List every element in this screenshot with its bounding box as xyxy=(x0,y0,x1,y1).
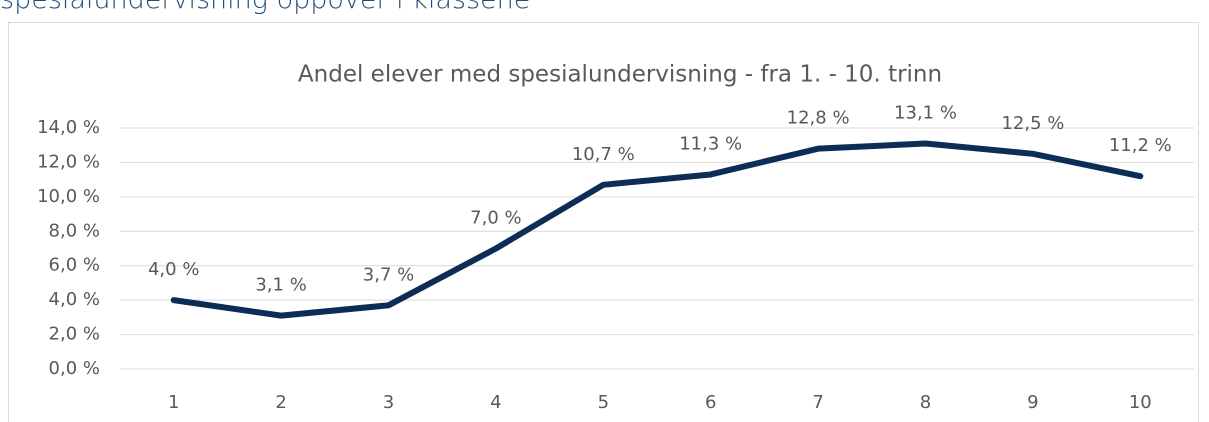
x-tick-label: 2 xyxy=(275,392,286,413)
heading: spesialundervisning oppover i klassene xyxy=(0,0,530,15)
data-label: 11,3 % xyxy=(679,133,742,154)
y-tick-label: 10,0 % xyxy=(37,186,100,207)
y-tick-label: 4,0 % xyxy=(49,289,100,310)
x-tick-label: 1 xyxy=(168,392,179,413)
x-tick-label: 10 xyxy=(1129,392,1152,413)
data-label: 3,7 % xyxy=(363,264,414,285)
data-label: 10,7 % xyxy=(572,144,635,165)
x-tick-label: 8 xyxy=(920,392,931,413)
data-label: 4,0 % xyxy=(148,259,199,280)
data-label: 11,2 % xyxy=(1109,135,1172,156)
x-tick-label: 4 xyxy=(490,392,501,413)
y-tick-label: 8,0 % xyxy=(49,220,100,241)
x-tick-label: 5 xyxy=(598,392,609,413)
y-tick-label: 6,0 % xyxy=(49,255,100,276)
chart-title: Andel elever med spesialundervisning - f… xyxy=(298,62,942,88)
x-tick-label: 7 xyxy=(812,392,823,413)
data-label: 7,0 % xyxy=(470,208,521,229)
y-tick-label: 2,0 % xyxy=(49,324,100,345)
data-label: 12,8 % xyxy=(787,108,850,129)
data-label: 13,1 % xyxy=(894,102,957,123)
y-tick-label: 0,0 % xyxy=(49,358,100,379)
data-label: 12,5 % xyxy=(1001,113,1064,134)
data-label: 3,1 % xyxy=(255,275,306,296)
y-tick-label: 14,0 % xyxy=(37,117,100,138)
y-tick-label: 12,0 % xyxy=(37,151,100,172)
x-tick-label: 6 xyxy=(705,392,716,413)
x-tick-label: 3 xyxy=(383,392,394,413)
chart-border xyxy=(8,22,1199,422)
line xyxy=(170,140,1144,319)
x-tick-label: 9 xyxy=(1027,392,1038,413)
